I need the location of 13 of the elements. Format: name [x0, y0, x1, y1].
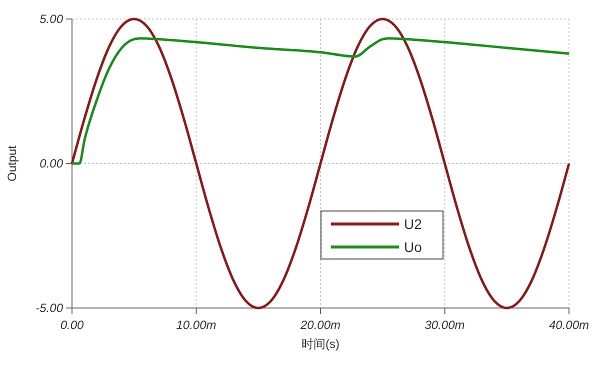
y-tick-label: 5.00	[40, 12, 64, 26]
x-tick-label: 20.00m	[299, 318, 341, 332]
y-axis-title: Output	[5, 144, 19, 182]
y-tick-label: 0.00	[40, 156, 64, 170]
x-tick-label: 30.00m	[424, 318, 465, 332]
x-axis-title: 时间(s)	[302, 337, 340, 351]
y-tick-label: -5.00	[36, 301, 64, 315]
x-tick-label: 10.00m	[176, 318, 216, 332]
line-series	[70, 37, 570, 165]
legend-label: U2	[404, 216, 422, 232]
legend-label: Uo	[404, 239, 422, 255]
x-tick-label: 0.00	[60, 318, 84, 332]
x-tick-label: 40.00m	[548, 318, 590, 332]
